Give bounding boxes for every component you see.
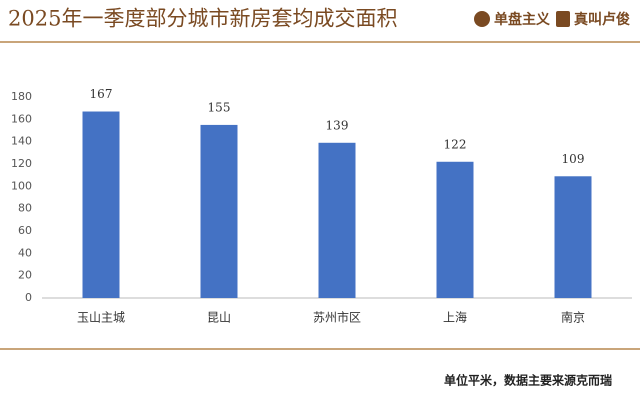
chart-title: 2025年一季度部分城市新房套均成交面积	[8, 7, 397, 31]
bar	[82, 111, 120, 299]
y-tick-label: 40	[18, 246, 32, 259]
x-tick-label: 南京	[561, 310, 585, 325]
y-tick-label: 160	[11, 112, 32, 125]
y-tick-label: 0	[25, 291, 32, 304]
value-label: 122	[444, 137, 467, 151]
brand-icon	[474, 11, 490, 27]
y-tick-label: 20	[18, 269, 32, 282]
value-label: 139	[326, 118, 349, 132]
x-tick-label: 玉山主城	[77, 311, 125, 325]
y-tick-label: 120	[11, 157, 32, 170]
footnote: 单位平米，数据主要来源克而瑞	[444, 373, 612, 388]
bar	[318, 142, 356, 298]
value-label: 167	[90, 87, 113, 101]
value-label: 155	[208, 100, 231, 114]
bar	[436, 161, 474, 298]
value-label: 109	[562, 152, 585, 166]
brand-name: 真叫卢俊	[574, 11, 630, 28]
y-tick-label: 140	[11, 135, 32, 148]
x-tick-label: 昆山	[207, 311, 231, 325]
x-tick-label: 上海	[443, 310, 467, 325]
y-tick-label: 180	[11, 90, 32, 103]
y-tick-label: 100	[11, 179, 32, 192]
bar	[554, 176, 592, 298]
y-tick-label: 80	[18, 202, 32, 215]
brand-name: 单盘主义	[494, 11, 550, 28]
bar	[200, 124, 238, 299]
y-tick-label: 60	[18, 224, 32, 237]
brand-icon	[556, 11, 570, 27]
x-tick-label: 苏州市区	[313, 310, 361, 325]
